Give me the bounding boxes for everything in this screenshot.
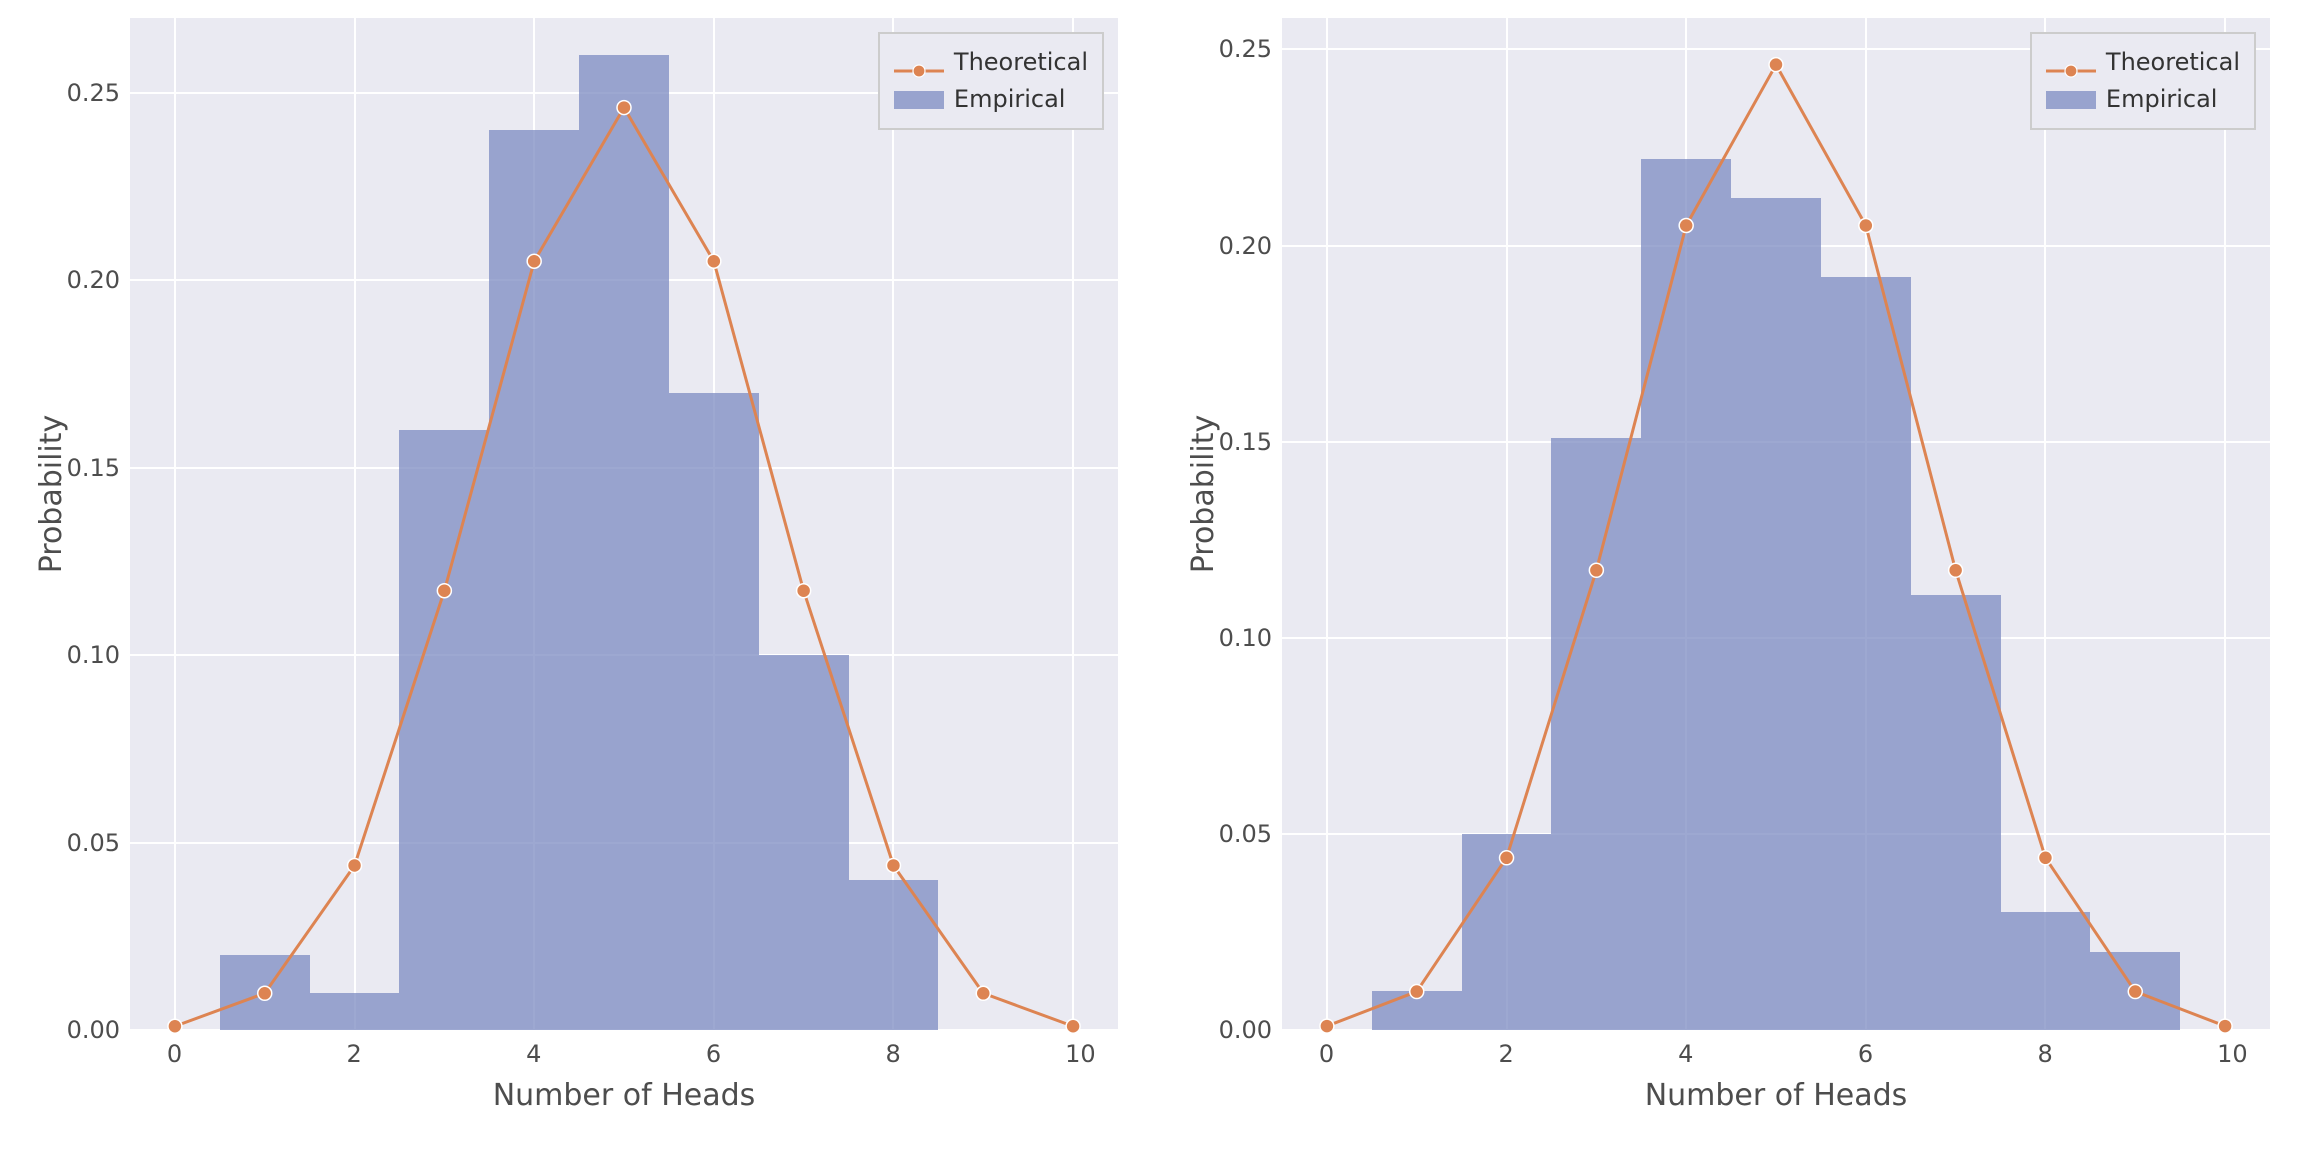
ytick-label: 0.15 bbox=[1219, 428, 1272, 456]
legend-label: Empirical bbox=[2106, 81, 2218, 118]
xtick-label: 10 bbox=[1065, 1040, 1096, 1068]
theoretical-marker bbox=[437, 584, 451, 598]
legend-label: Empirical bbox=[954, 81, 1066, 118]
theoretical-marker bbox=[1066, 1019, 1080, 1033]
figure: 0.00 0.05 0.10 0.15 0.20 0.25 0 2 4 6 8 10 Number of… bbox=[0, 0, 2304, 1152]
legend-line-icon bbox=[894, 54, 944, 72]
theoretical-line bbox=[175, 108, 1073, 1027]
xtick-label: 0 bbox=[167, 1040, 182, 1068]
legend: TheoreticalEmpirical bbox=[878, 32, 1104, 130]
theoretical-marker bbox=[258, 986, 272, 1000]
theoretical-marker bbox=[886, 858, 900, 872]
line-overlay bbox=[130, 18, 1118, 1030]
xtick-label: 8 bbox=[2037, 1040, 2052, 1068]
theoretical-marker bbox=[1500, 851, 1514, 865]
line-overlay bbox=[1282, 18, 2270, 1030]
ytick-label: 0.15 bbox=[67, 454, 120, 482]
xtick-label: 0 bbox=[1319, 1040, 1334, 1068]
xtick-label: 6 bbox=[1858, 1040, 1873, 1068]
theoretical-marker bbox=[1589, 563, 1603, 577]
ytick-label: 0.05 bbox=[1219, 820, 1272, 848]
ytick-label: 0.20 bbox=[1219, 232, 1272, 260]
theoretical-marker bbox=[2038, 851, 2052, 865]
xtick-label: 2 bbox=[347, 1040, 362, 1068]
legend: TheoreticalEmpirical bbox=[2030, 32, 2256, 130]
ytick-label: 0.10 bbox=[1219, 624, 1272, 652]
theoretical-marker bbox=[976, 986, 990, 1000]
panel-left: 0.00 0.05 0.10 0.15 0.20 0.25 0 2 4 6 8 10 Number of… bbox=[0, 0, 1152, 1152]
xtick-label: 10 bbox=[2217, 1040, 2248, 1068]
theoretical-marker bbox=[168, 1019, 182, 1033]
theoretical-marker bbox=[1410, 985, 1424, 999]
ytick-label: 0.25 bbox=[1219, 35, 1272, 63]
xtick-label: 2 bbox=[1499, 1040, 1514, 1068]
xtick-label: 6 bbox=[706, 1040, 721, 1068]
legend-item: Theoretical bbox=[894, 44, 1088, 81]
theoretical-marker bbox=[1679, 218, 1693, 232]
theoretical-marker bbox=[797, 584, 811, 598]
xlabel: Number of Heads bbox=[1282, 1078, 2270, 1113]
xlabel: Number of Heads bbox=[130, 1078, 1118, 1113]
ytick-label: 0.00 bbox=[1219, 1016, 1272, 1044]
legend-item: Empirical bbox=[894, 81, 1088, 118]
legend-item: Empirical bbox=[2046, 81, 2240, 118]
ytick-label: 0.10 bbox=[67, 641, 120, 669]
ytick-label: 0.20 bbox=[67, 266, 120, 294]
legend-patch-icon bbox=[2046, 91, 2096, 109]
ytick-label: 0.25 bbox=[67, 79, 120, 107]
theoretical-marker bbox=[1859, 218, 1873, 232]
panel-right: 0.00 0.05 0.10 0.15 0.20 0.25 0 2 4 6 8 10 Number of… bbox=[1152, 0, 2304, 1152]
theoretical-marker bbox=[348, 858, 362, 872]
legend-item: Theoretical bbox=[2046, 44, 2240, 81]
xtick-label: 4 bbox=[1678, 1040, 1693, 1068]
legend-line-icon bbox=[2046, 54, 2096, 72]
ylabel: Probability bbox=[34, 394, 69, 594]
theoretical-marker bbox=[1949, 563, 1963, 577]
theoretical-marker bbox=[617, 101, 631, 115]
ytick-label: 0.05 bbox=[67, 829, 120, 857]
theoretical-marker bbox=[1769, 58, 1783, 72]
theoretical-marker bbox=[2218, 1019, 2232, 1033]
xtick-label: 4 bbox=[526, 1040, 541, 1068]
theoretical-marker bbox=[527, 254, 541, 268]
xtick-label: 8 bbox=[885, 1040, 900, 1068]
legend-label: Theoretical bbox=[2106, 44, 2240, 81]
theoretical-line bbox=[1327, 65, 2225, 1026]
ytick-label: 0.00 bbox=[67, 1016, 120, 1044]
ylabel: Probability bbox=[1186, 394, 1221, 594]
theoretical-marker bbox=[1320, 1019, 1334, 1033]
theoretical-marker bbox=[707, 254, 721, 268]
plot-area bbox=[1282, 18, 2270, 1030]
theoretical-marker bbox=[2128, 985, 2142, 999]
legend-label: Theoretical bbox=[954, 44, 1088, 81]
plot-area bbox=[130, 18, 1118, 1030]
legend-patch-icon bbox=[894, 91, 944, 109]
